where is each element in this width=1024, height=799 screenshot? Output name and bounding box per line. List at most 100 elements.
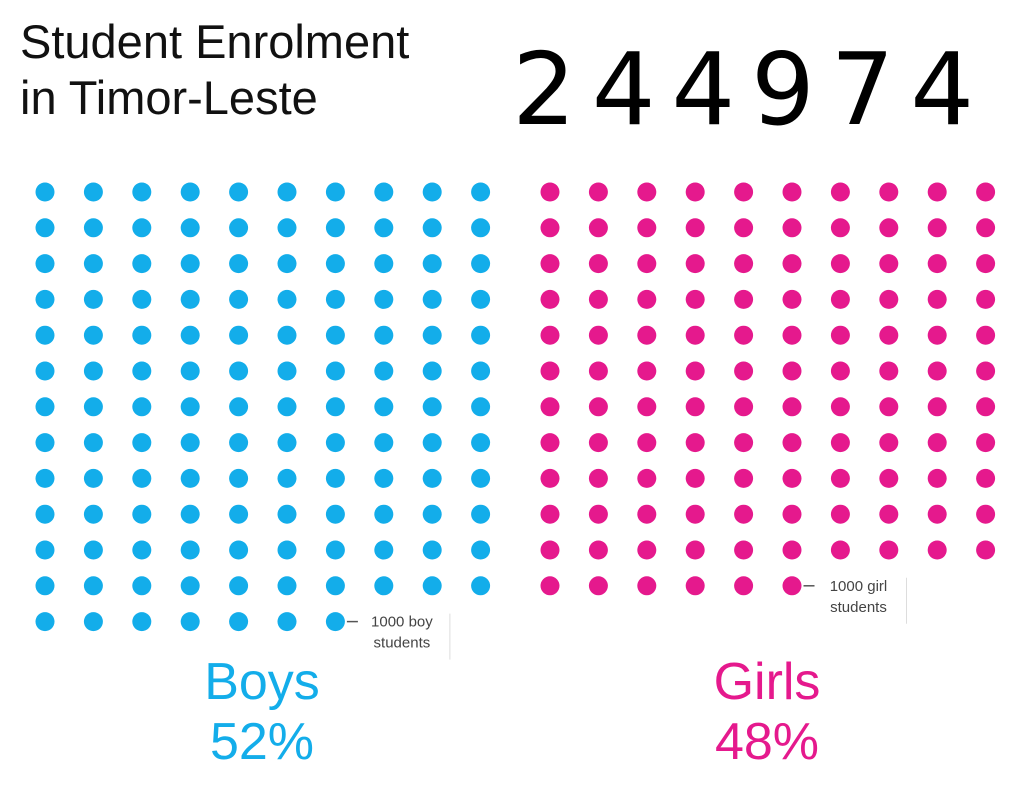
- boy-dot: [180, 182, 200, 202]
- boy-dot: [180, 289, 200, 309]
- girl-dot: [830, 289, 850, 309]
- boy-dot: [35, 218, 55, 238]
- boy-dot: [132, 397, 152, 417]
- boy-dot: [180, 325, 200, 345]
- girl-dot: [879, 325, 899, 345]
- boy-dot: [277, 254, 297, 274]
- boy-dot: [471, 504, 491, 524]
- boy-dot: [471, 254, 491, 274]
- boy-dot: [83, 576, 103, 596]
- girl-dot: [588, 576, 608, 596]
- boy-dot: [229, 504, 249, 524]
- girl-dot: [637, 289, 657, 309]
- girl-dot: [637, 540, 657, 560]
- boy-dot: [35, 612, 55, 632]
- girl-dot: [734, 325, 754, 345]
- boy-dot: [132, 504, 152, 524]
- boy-dot: [374, 468, 394, 488]
- girl-dot: [588, 182, 608, 202]
- girl-dot: [976, 182, 996, 202]
- boy-dot: [180, 433, 200, 453]
- girl-dot: [782, 397, 802, 417]
- boy-dot: [132, 218, 152, 238]
- boy-dot: [374, 361, 394, 381]
- boy-dot: [132, 254, 152, 274]
- girl-dot: [540, 254, 560, 274]
- girl-dot: [685, 468, 705, 488]
- girl-dot: [540, 361, 560, 381]
- boy-dot: [35, 433, 55, 453]
- girl-dot: [976, 254, 996, 274]
- boy-dot: [374, 325, 394, 345]
- boy-dot: [132, 325, 152, 345]
- boy-dot: [35, 254, 55, 274]
- boy-dot: [471, 361, 491, 381]
- girl-dot: [879, 361, 899, 381]
- boy-dot: [180, 540, 200, 560]
- boy-dot: [471, 289, 491, 309]
- girl-dot: [976, 433, 996, 453]
- boy-dot: [83, 397, 103, 417]
- boy-dot: [229, 218, 249, 238]
- boy-dot: [374, 433, 394, 453]
- boy-dot: [422, 576, 442, 596]
- girl-dot: [927, 254, 947, 274]
- boy-dot: [422, 433, 442, 453]
- boy-dot: [83, 254, 103, 274]
- girl-dot: [685, 254, 705, 274]
- girl-dot: [540, 576, 560, 596]
- boy-dot: [180, 397, 200, 417]
- boy-dot: [229, 433, 249, 453]
- boys-percent: 52%: [209, 713, 315, 771]
- boy-dot: [229, 468, 249, 488]
- girl-dot: [927, 289, 947, 309]
- boy-dot: [471, 218, 491, 238]
- boy-dot: [374, 254, 394, 274]
- boy-dot: [277, 289, 297, 309]
- girl-dot: [588, 504, 608, 524]
- boy-dot: [83, 468, 103, 488]
- boy-dot: [422, 325, 442, 345]
- girl-dot: [685, 182, 705, 202]
- boy-dot: [132, 576, 152, 596]
- girl-dot: [782, 254, 802, 274]
- girl-dot: [540, 218, 560, 238]
- boy-dot: [374, 397, 394, 417]
- boy-dot: [180, 468, 200, 488]
- girl-dot: [782, 540, 802, 560]
- girl-dot: [588, 325, 608, 345]
- boy-dot: [422, 397, 442, 417]
- boy-dot: [83, 289, 103, 309]
- total-enrolment: 244974: [512, 31, 990, 148]
- boy-dot: [229, 361, 249, 381]
- girl-dot: [976, 540, 996, 560]
- boy-dot: [229, 325, 249, 345]
- boy-dot: [132, 361, 152, 381]
- boy-annotation-text: 1000 boy: [371, 614, 433, 631]
- boy-dot: [325, 325, 345, 345]
- girl-dot: [637, 576, 657, 596]
- girl-dot: [734, 433, 754, 453]
- girl-dot: [637, 325, 657, 345]
- boy-dot: [277, 576, 297, 596]
- boys-label-block: Boys 52%: [142, 652, 382, 772]
- boy-dot: [422, 254, 442, 274]
- girl-dot: [540, 182, 560, 202]
- boy-dot: [83, 612, 103, 632]
- boy-dot: [374, 504, 394, 524]
- boy-dot: [132, 540, 152, 560]
- girl-annotation-text: 1000 girl: [830, 578, 888, 595]
- girl-dot: [540, 540, 560, 560]
- boy-dot: [180, 218, 200, 238]
- girl-dot: [830, 218, 850, 238]
- boy-dot: [229, 289, 249, 309]
- boy-dot: [35, 182, 55, 202]
- girl-dot: [976, 361, 996, 381]
- girl-dot: [879, 218, 899, 238]
- girl-dot: [976, 325, 996, 345]
- boy-dot: [422, 361, 442, 381]
- girl-dot: [830, 325, 850, 345]
- boy-dot: [422, 468, 442, 488]
- boy-dot: [132, 612, 152, 632]
